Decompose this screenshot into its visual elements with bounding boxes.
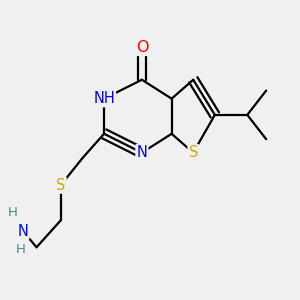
Text: S: S [56,178,65,193]
Text: O: O [136,40,148,55]
Text: S: S [188,145,198,160]
Text: H: H [7,206,17,219]
Text: NH: NH [93,91,115,106]
Text: H: H [15,244,25,256]
Text: N: N [18,224,28,238]
Text: N: N [136,145,147,160]
